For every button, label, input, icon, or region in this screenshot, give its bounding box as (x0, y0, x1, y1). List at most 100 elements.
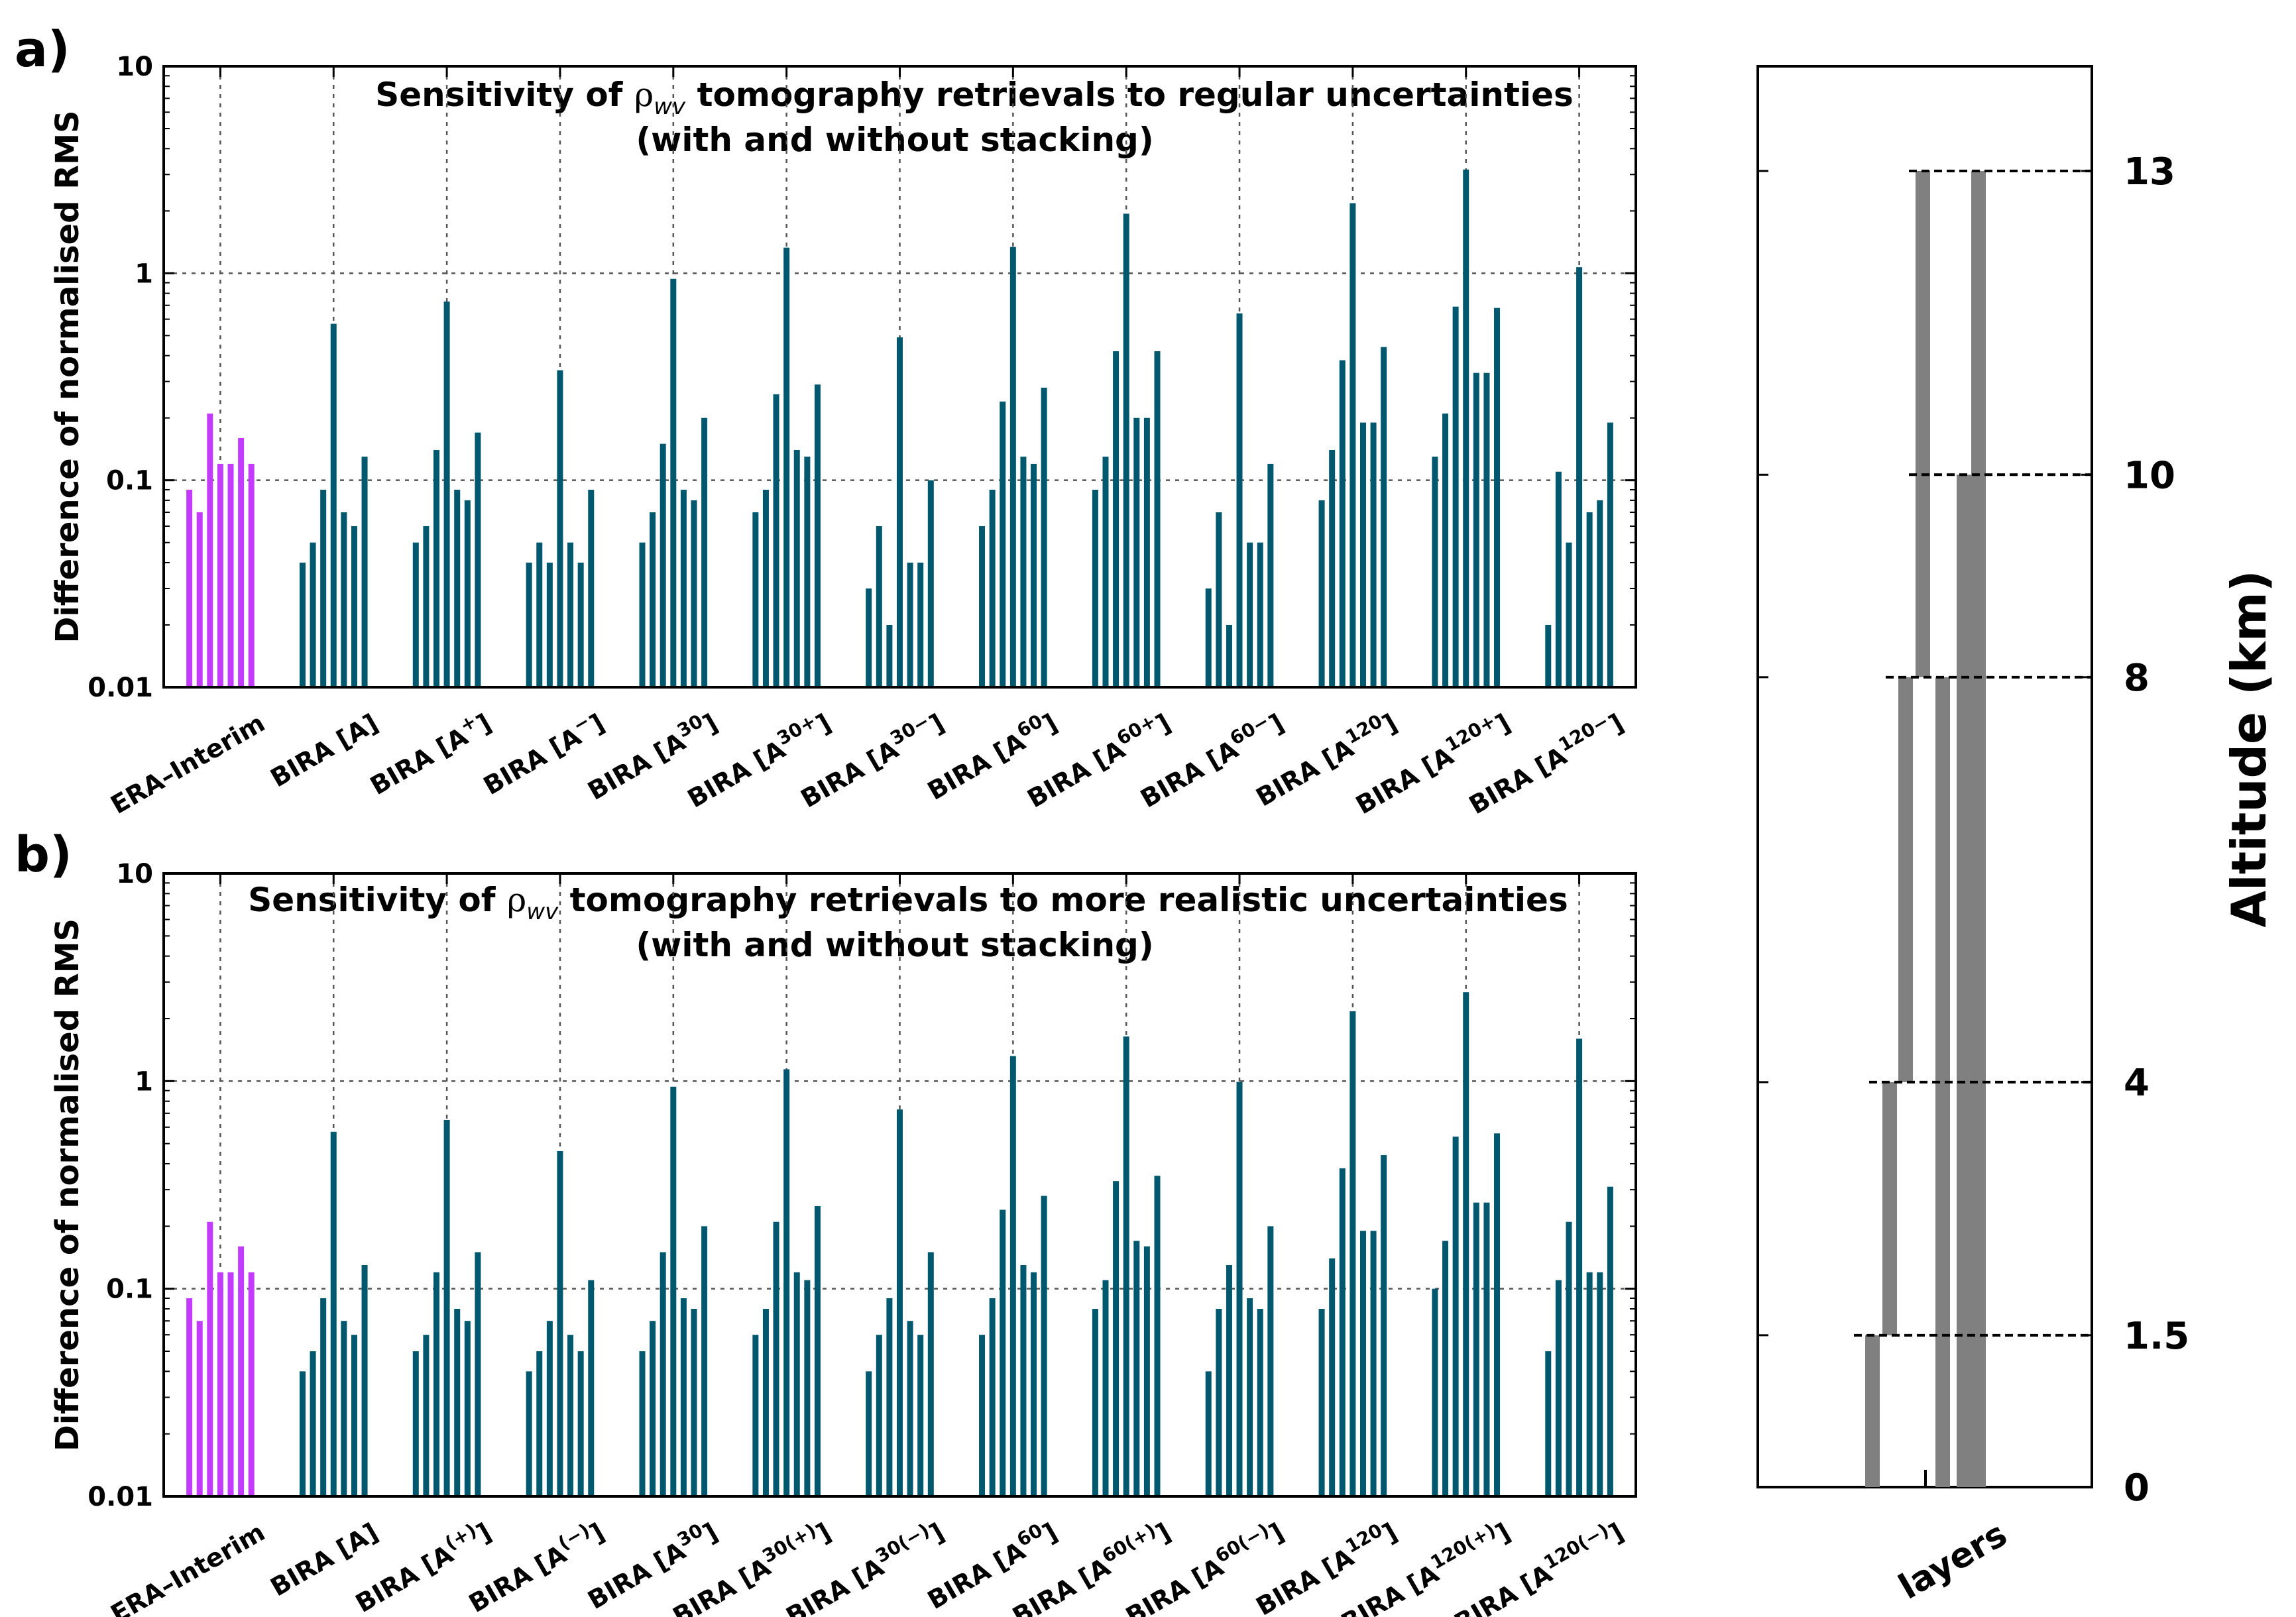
bar-bira (1133, 1241, 1140, 1496)
bar-bira (1205, 588, 1212, 687)
bar-bira (639, 542, 646, 687)
bar-bira (1020, 1264, 1027, 1496)
bar-bira (1031, 1272, 1037, 1496)
bar-bira (1545, 1351, 1552, 1496)
altitude-tick-label: 0 (2124, 1467, 2150, 1510)
bar-bira (979, 526, 986, 687)
bar-bira (433, 450, 440, 687)
bar-bira (1370, 1231, 1377, 1496)
layer-bar (1957, 474, 1971, 1488)
bar-bira (1494, 307, 1501, 688)
panel-a-title-sub: wv (654, 93, 686, 120)
bar-bira (1000, 1209, 1006, 1496)
bar-bira (793, 450, 800, 687)
bar-bira (567, 542, 574, 687)
bar-bira (897, 337, 903, 687)
bar-bira (701, 1226, 708, 1496)
plot-frame (162, 872, 1637, 1498)
layer-bar (1916, 171, 1930, 677)
x-tick-label: ERA–Interim (106, 1518, 270, 1617)
bar-bira (1133, 418, 1140, 687)
bar-bira (299, 1371, 306, 1496)
bar-bira (567, 1335, 574, 1496)
bar-era-interim (248, 1272, 255, 1496)
bar-bira (1154, 1176, 1161, 1496)
bar-bira (310, 542, 316, 687)
bar-bira (423, 1335, 430, 1496)
bar-era-interim (248, 463, 255, 687)
bar-era-interim (227, 1272, 234, 1496)
bar-bira (814, 384, 821, 687)
y-tick-label: 1 (135, 1066, 153, 1097)
bar-bira (1597, 500, 1603, 687)
bar-bira (866, 588, 872, 687)
bar-bira (1318, 500, 1325, 687)
x-tick-label: BIRA [A+] (363, 704, 496, 801)
bar-bira (1247, 542, 1253, 687)
panel-b-title-sub: wv (526, 899, 559, 925)
y-tick-label: 10 (116, 859, 153, 889)
bar-bira (1473, 1202, 1479, 1496)
bar-bira (1216, 512, 1222, 687)
bar-bira (866, 1371, 872, 1496)
bar-bira (804, 457, 811, 687)
bar-bira (1205, 1371, 1212, 1496)
bar-bira (1020, 457, 1027, 687)
bar-bira (762, 1309, 769, 1496)
bar-bira (886, 1298, 893, 1496)
bar-bira (1154, 351, 1161, 687)
bar-bira (1216, 1309, 1222, 1496)
bar-bira (876, 526, 882, 687)
bar-bira (1123, 213, 1129, 688)
bar-bira (361, 457, 368, 687)
bar-bira (660, 443, 666, 687)
bar-bira (752, 512, 759, 687)
bar-bira (1432, 457, 1438, 687)
layer-bar (1882, 1082, 1897, 1335)
bar-bira (412, 542, 419, 687)
bar-bira (691, 500, 697, 687)
bar-bira (526, 562, 532, 687)
bar-bira (299, 562, 306, 687)
bar-bira (361, 1264, 368, 1496)
bar-bira (1545, 624, 1552, 687)
bar-bira (1442, 1241, 1449, 1496)
bar-bira (917, 562, 924, 687)
bar-bira (1359, 422, 1366, 687)
bar-bira (917, 1335, 924, 1496)
bar-bira (1555, 471, 1562, 687)
panel-b-subtitle: (with and without stacking) (636, 926, 1153, 964)
bar-bira (897, 1109, 903, 1496)
bar-bira (650, 1321, 656, 1496)
bar-bira (1339, 1168, 1346, 1496)
bar-bira (557, 370, 563, 687)
bar-bira (1102, 457, 1109, 687)
panel-b-title-rho: ρ (507, 881, 526, 919)
y-tick-label: 1 (135, 258, 153, 289)
bar-bira (804, 1280, 811, 1496)
bar-bira (1566, 1221, 1572, 1496)
bar-bira (1009, 1056, 1016, 1496)
bar-bira (1586, 512, 1593, 687)
bar-bira (1236, 313, 1243, 688)
layer-bar (1865, 1335, 1880, 1487)
bar-bira (1339, 360, 1346, 687)
bar-bira (351, 526, 357, 687)
bar-bira (310, 1351, 316, 1496)
bar-bira (464, 500, 471, 687)
bar-bira (341, 1321, 347, 1496)
panel-a-title-rho: ρ (634, 76, 654, 114)
x-tick-label: ERA–Interim (106, 708, 270, 820)
bar-bira (1586, 1272, 1593, 1496)
bar-bira (351, 1335, 357, 1496)
bar-bira (773, 1221, 779, 1496)
bar-bira (1257, 1309, 1263, 1496)
bar-era-interim (196, 1321, 203, 1496)
layer-bar (1898, 677, 1913, 1082)
bar-era-interim (238, 1246, 245, 1496)
bar-bira (1318, 1309, 1325, 1496)
bar-bira (1349, 1011, 1356, 1496)
bar-bira (979, 1335, 986, 1496)
bar-bira (1257, 542, 1263, 687)
bar-bira (577, 1351, 584, 1496)
